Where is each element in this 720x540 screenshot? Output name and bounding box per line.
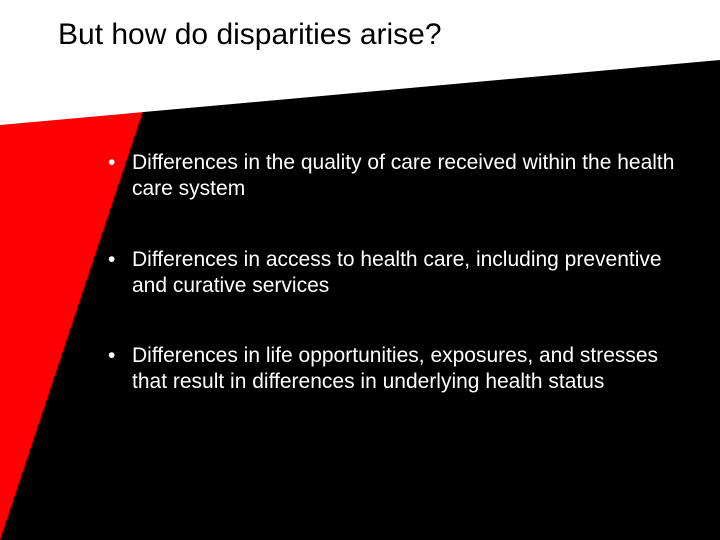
bullet-point: Differences in life opportunities, expos… (108, 343, 680, 396)
slide-content: Differences in the quality of care recei… (108, 150, 680, 440)
bullet-point: Differences in access to health care, in… (108, 247, 680, 300)
bullet-point: Differences in the quality of care recei… (108, 150, 680, 203)
slide-title: But how do disparities arise? (58, 18, 442, 52)
